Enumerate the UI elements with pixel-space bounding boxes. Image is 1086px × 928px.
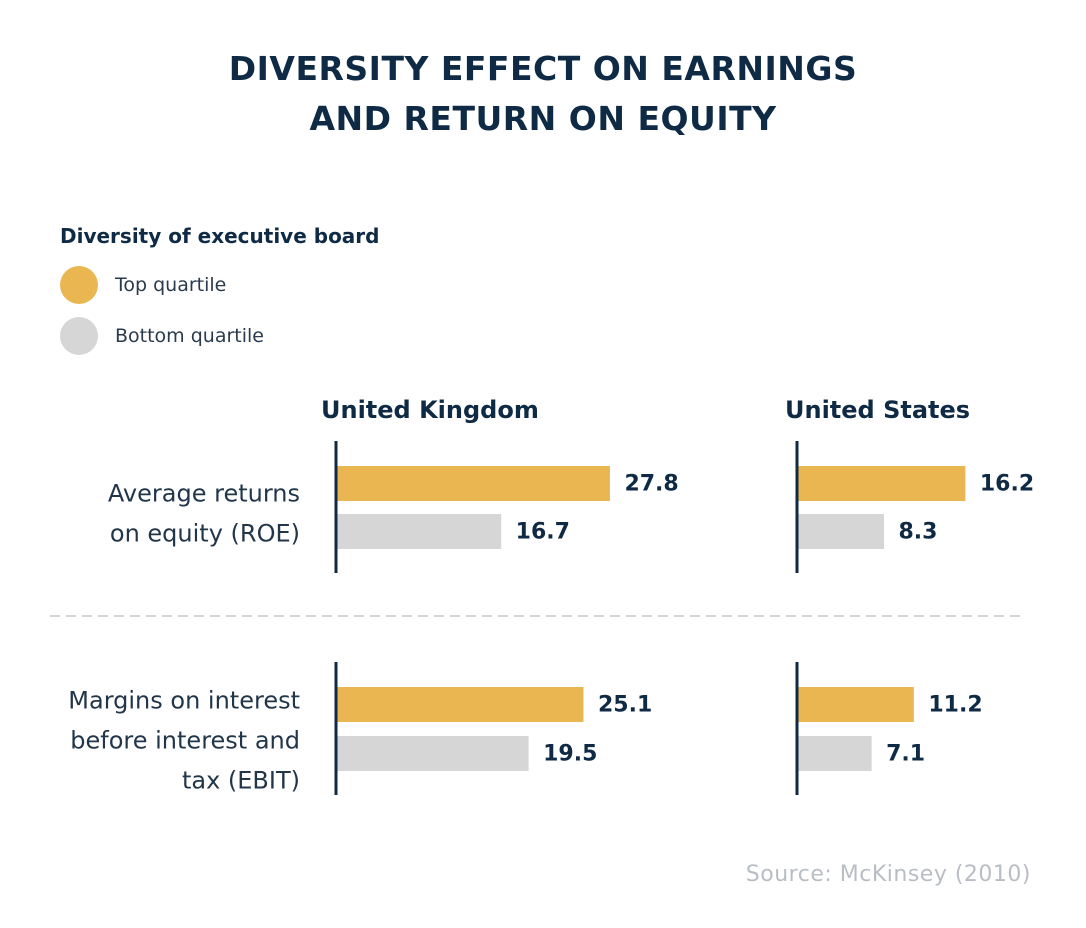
bar-united-kingdom-roe-top-quartile bbox=[337, 466, 610, 501]
legend-swatch-bottom-quartile bbox=[60, 317, 98, 355]
value-label-united-kingdom-ebit-top-quartile: 25.1 bbox=[598, 693, 652, 718]
value-label-united-states-roe-top-quartile: 16.2 bbox=[980, 472, 1034, 497]
legend-label-top-quartile: Top quartile bbox=[115, 274, 227, 296]
legend-item-top-quartile: Top quartile bbox=[60, 266, 226, 304]
bar-united-kingdom-ebit-top-quartile bbox=[337, 687, 584, 722]
bar-united-states-roe-bottom-quartile bbox=[798, 514, 884, 549]
source-note: Source: McKinsey (2010) bbox=[745, 862, 1031, 887]
value-label-united-kingdom-ebit-bottom-quartile: 19.5 bbox=[543, 742, 597, 767]
legend-label-bottom-quartile: Bottom quartile bbox=[115, 325, 264, 347]
chart-title-line-2: AND RETURN ON EQUITY bbox=[309, 99, 777, 138]
legend-item-bottom-quartile: Bottom quartile bbox=[60, 317, 264, 355]
chart-title-line-1: DIVERSITY EFFECT ON EARNINGS bbox=[228, 49, 858, 88]
value-label-united-states-roe-bottom-quartile: 8.3 bbox=[898, 520, 937, 545]
bar-united-states-ebit-top-quartile bbox=[798, 687, 914, 722]
chart-title: DIVERSITY EFFECT ON EARNINGS AND RETURN … bbox=[0, 44, 1086, 144]
panel-title-united-states: United States bbox=[785, 396, 970, 424]
category-label-1-line-1: Average returns bbox=[108, 480, 300, 508]
value-label-united-states-ebit-bottom-quartile: 7.1 bbox=[886, 742, 925, 767]
category-label-2-line-2: before interest and bbox=[70, 727, 300, 755]
legend-title: Diversity of executive board bbox=[60, 224, 380, 248]
bar-united-kingdom-ebit-bottom-quartile bbox=[337, 736, 529, 771]
bar-united-kingdom-roe-bottom-quartile bbox=[337, 514, 502, 549]
value-label-united-kingdom-roe-bottom-quartile: 16.7 bbox=[516, 520, 570, 545]
bar-united-states-ebit-bottom-quartile bbox=[798, 736, 872, 771]
panel-title-united-kingdom: United Kingdom bbox=[321, 396, 539, 424]
legend-swatch-top-quartile bbox=[60, 266, 98, 304]
category-label-2-line-1: Margins on interest bbox=[68, 687, 300, 715]
value-label-united-states-ebit-top-quartile: 11.2 bbox=[928, 693, 982, 718]
category-label-2-line-3: tax (EBIT) bbox=[182, 767, 300, 795]
category-label-1-line-2: on equity (ROE) bbox=[110, 520, 300, 548]
value-label-united-kingdom-roe-top-quartile: 27.8 bbox=[624, 472, 678, 497]
bar-united-states-roe-top-quartile bbox=[798, 466, 966, 501]
